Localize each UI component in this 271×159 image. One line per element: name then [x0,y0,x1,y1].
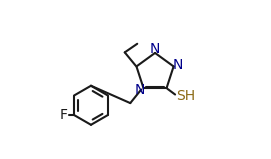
Text: N: N [150,42,160,56]
Text: F: F [60,108,68,122]
Text: N: N [134,83,145,97]
Text: SH: SH [176,89,195,103]
Text: N: N [173,58,183,72]
